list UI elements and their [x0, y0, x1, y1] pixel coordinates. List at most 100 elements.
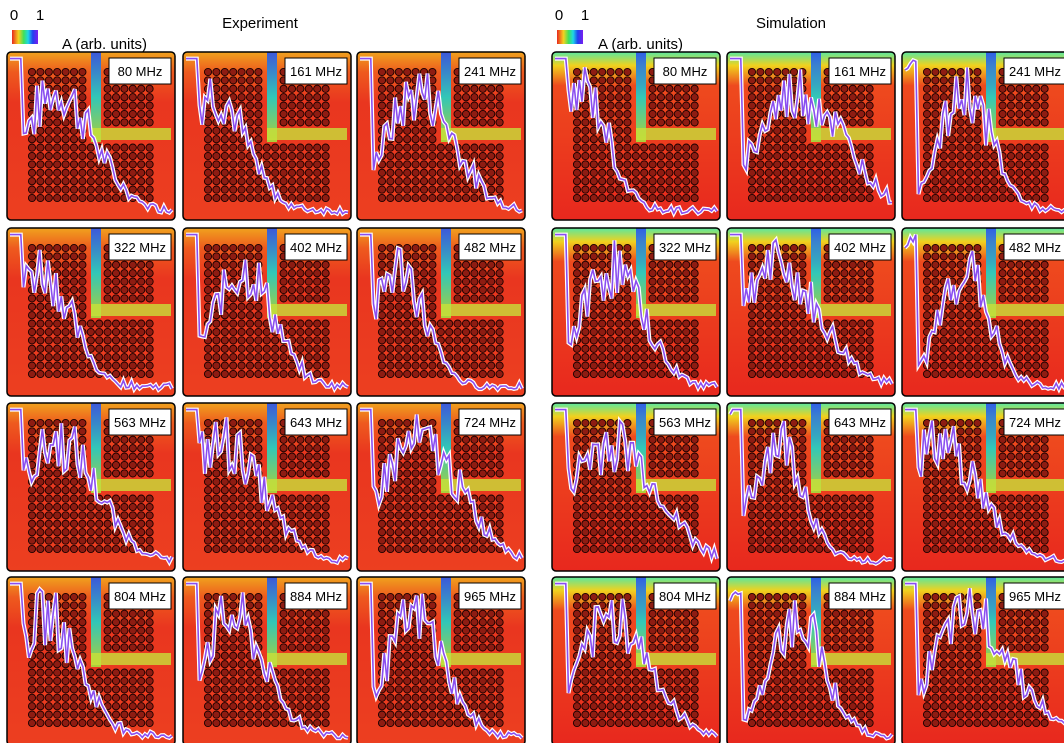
- rod: [462, 345, 469, 352]
- rod: [112, 644, 119, 651]
- rod: [757, 593, 764, 600]
- rod: [841, 453, 848, 460]
- rod: [974, 77, 981, 84]
- rod: [590, 669, 597, 676]
- rod: [615, 102, 622, 109]
- rod: [624, 127, 631, 134]
- rod: [582, 337, 589, 344]
- rod: [940, 261, 947, 268]
- rod: [104, 677, 111, 684]
- rod: [965, 537, 972, 544]
- rod: [314, 178, 321, 185]
- colorbar-max: 1: [36, 7, 44, 24]
- rod: [799, 261, 806, 268]
- rod: [496, 453, 503, 460]
- rod: [305, 261, 312, 268]
- rod: [807, 669, 814, 676]
- rod: [824, 470, 831, 477]
- rod: [230, 677, 237, 684]
- rod: [37, 186, 44, 193]
- rod: [121, 270, 128, 277]
- rod: [641, 686, 648, 693]
- rod: [45, 144, 52, 151]
- rod: [657, 529, 664, 536]
- rod: [471, 337, 478, 344]
- rod: [420, 694, 427, 701]
- rod: [387, 320, 394, 327]
- rod: [674, 669, 681, 676]
- rod: [748, 529, 755, 536]
- rod: [624, 545, 631, 552]
- rod: [454, 278, 461, 285]
- rod: [412, 152, 419, 159]
- rod: [314, 537, 321, 544]
- rod: [429, 253, 436, 260]
- rod: [496, 345, 503, 352]
- rod: [615, 362, 622, 369]
- rod: [1007, 278, 1014, 285]
- rod: [923, 278, 930, 285]
- rod: [582, 354, 589, 361]
- rod: [624, 303, 631, 310]
- rod: [624, 94, 631, 101]
- rod: [272, 711, 279, 718]
- rod: [404, 652, 411, 659]
- rod: [957, 127, 964, 134]
- rod: [138, 619, 145, 626]
- rod: [288, 320, 295, 327]
- rod: [462, 286, 469, 293]
- rod: [221, 703, 228, 710]
- rod: [957, 436, 964, 443]
- rod: [446, 694, 453, 701]
- rod: [757, 85, 764, 92]
- rod: [748, 354, 755, 361]
- rod: [1033, 453, 1040, 460]
- rod: [666, 328, 673, 335]
- rod: [54, 487, 61, 494]
- rod: [774, 370, 781, 377]
- rod: [674, 627, 681, 634]
- rod: [1041, 503, 1048, 510]
- rod: [866, 453, 873, 460]
- rod: [657, 627, 664, 634]
- rod: [221, 94, 228, 101]
- rod: [757, 610, 764, 617]
- rod: [297, 644, 304, 651]
- frequency-label: 402 MHz: [834, 240, 886, 255]
- rod: [666, 711, 673, 718]
- rod: [991, 194, 998, 201]
- rod: [799, 520, 806, 527]
- rod: [573, 270, 580, 277]
- rod: [816, 677, 823, 684]
- rod: [496, 503, 503, 510]
- rod: [488, 461, 495, 468]
- rod: [129, 520, 136, 527]
- rod: [1016, 278, 1023, 285]
- rod: [649, 545, 656, 552]
- rod: [582, 470, 589, 477]
- rod: [404, 178, 411, 185]
- rod: [1033, 495, 1040, 502]
- rod: [462, 261, 469, 268]
- rod: [412, 370, 419, 377]
- rod: [138, 328, 145, 335]
- rod: [932, 127, 939, 134]
- rod: [146, 362, 153, 369]
- rod: [314, 627, 321, 634]
- rod: [774, 345, 781, 352]
- rod: [488, 470, 495, 477]
- rod: [774, 610, 781, 617]
- rod: [657, 278, 664, 285]
- rod: [305, 178, 312, 185]
- rod: [112, 703, 119, 710]
- rod: [112, 345, 119, 352]
- rod: [272, 545, 279, 552]
- rod: [255, 545, 262, 552]
- rod: [799, 419, 806, 426]
- rod: [221, 694, 228, 701]
- rod: [305, 627, 312, 634]
- rod: [824, 354, 831, 361]
- rod: [221, 244, 228, 251]
- rod: [429, 593, 436, 600]
- rod: [305, 119, 312, 126]
